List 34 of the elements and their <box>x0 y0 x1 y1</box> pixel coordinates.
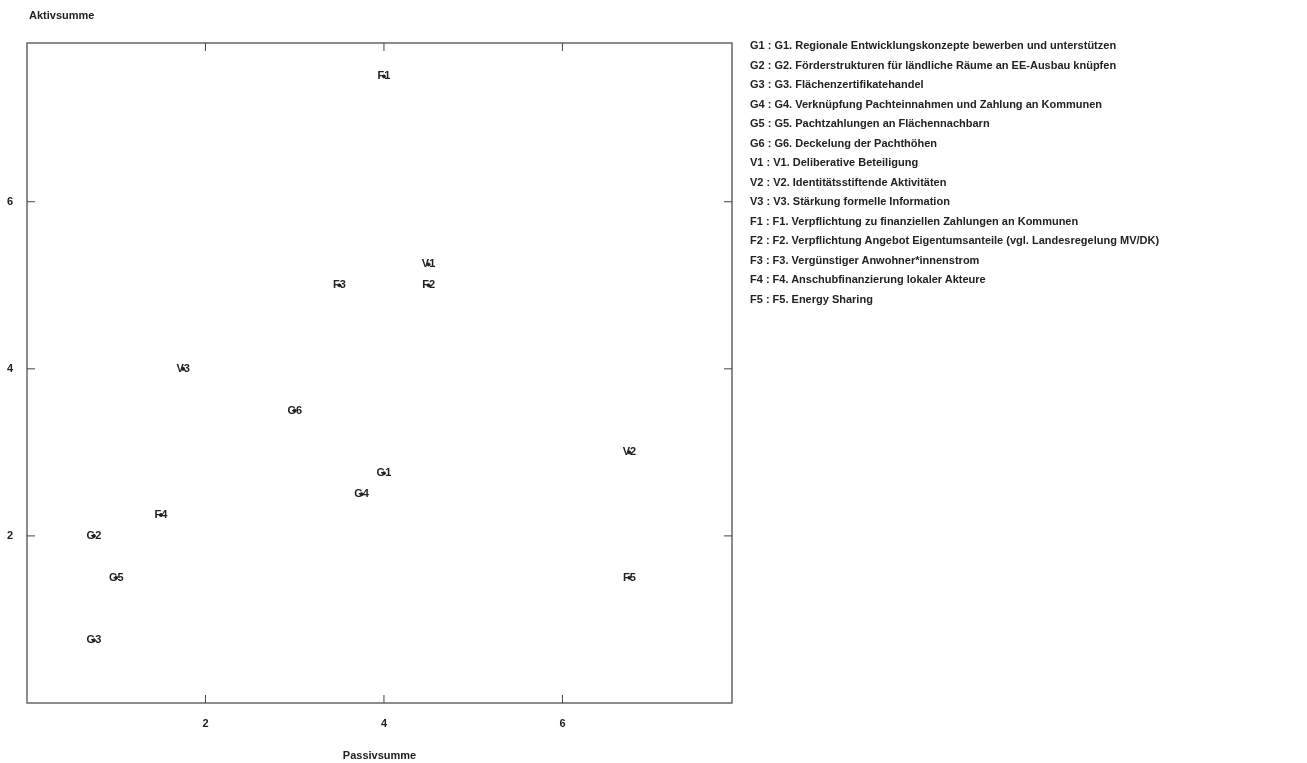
text: F5 : F5. Energy Sharing <box>750 291 874 307</box>
data-label: F3 <box>332 278 346 291</box>
text: G4 : G4. Verknüpfung Pachteinnahmen und Zahlung an Kommunen <box>750 96 1104 112</box>
text: F3 : F3. Vergünstiger Anwohner*innenstrom <box>750 252 981 268</box>
data-label: G2 <box>86 528 102 541</box>
data-label: G3 <box>86 633 102 646</box>
x-tick-label: 6 <box>559 716 566 729</box>
y-tick-label: 4 <box>6 361 14 374</box>
text: G6 : G6. Deckelung der Pachthöhen <box>750 135 939 151</box>
text: V1 : V1. Deliberative Beteiligung <box>750 155 920 170</box>
data-label: V2 <box>622 445 637 458</box>
text: G5 : G5. Pachtzahlungen an Flächennachbarn <box>750 116 991 131</box>
y-tick-label: 6 <box>6 194 13 207</box>
text: G3 : G3. Flächenzertifikatehandel <box>750 77 925 92</box>
data-label: G6 <box>287 403 303 416</box>
x-axis-title: Passivsumme <box>342 749 417 762</box>
text: G1 : G1. Regionale Entwicklungskonzepte bewerben und unterstützen <box>750 38 1118 53</box>
data-label: F1 <box>377 69 391 82</box>
data-label: G1 <box>376 466 392 479</box>
y-tick-label: 2 <box>6 528 13 541</box>
text: V3 : V3. Stärkung formelle Information <box>750 194 951 209</box>
data-label: G4 <box>354 487 370 500</box>
data-label: V1 <box>421 257 436 270</box>
data-label: F2 <box>422 278 435 291</box>
y-axis-title: Aktivsumme <box>29 9 95 22</box>
x-tick-label: 4 <box>380 716 388 729</box>
text: F4 : F4. Anschubfinanzierung lokaler Akteure <box>750 272 987 287</box>
data-label: V3 <box>176 361 190 374</box>
text: F1 : F1. Verpflichtung zu finanziellen Zahlungen an Kommunen <box>750 213 1080 229</box>
text: V2 : V2. Identitätsstiftende Aktivitäten <box>750 174 948 190</box>
text: F2 : F2. Verpflichtung Angebot Eigentumsanteile (vgl. Landesregelung MV/DK) <box>750 233 1160 248</box>
data-label: F5 <box>622 570 636 583</box>
text: G2 : G2. Förderstrukturen für ländliche Räume an EE-Ausbau knüpfen <box>750 57 1118 73</box>
x-tick-label: 2 <box>202 716 209 729</box>
